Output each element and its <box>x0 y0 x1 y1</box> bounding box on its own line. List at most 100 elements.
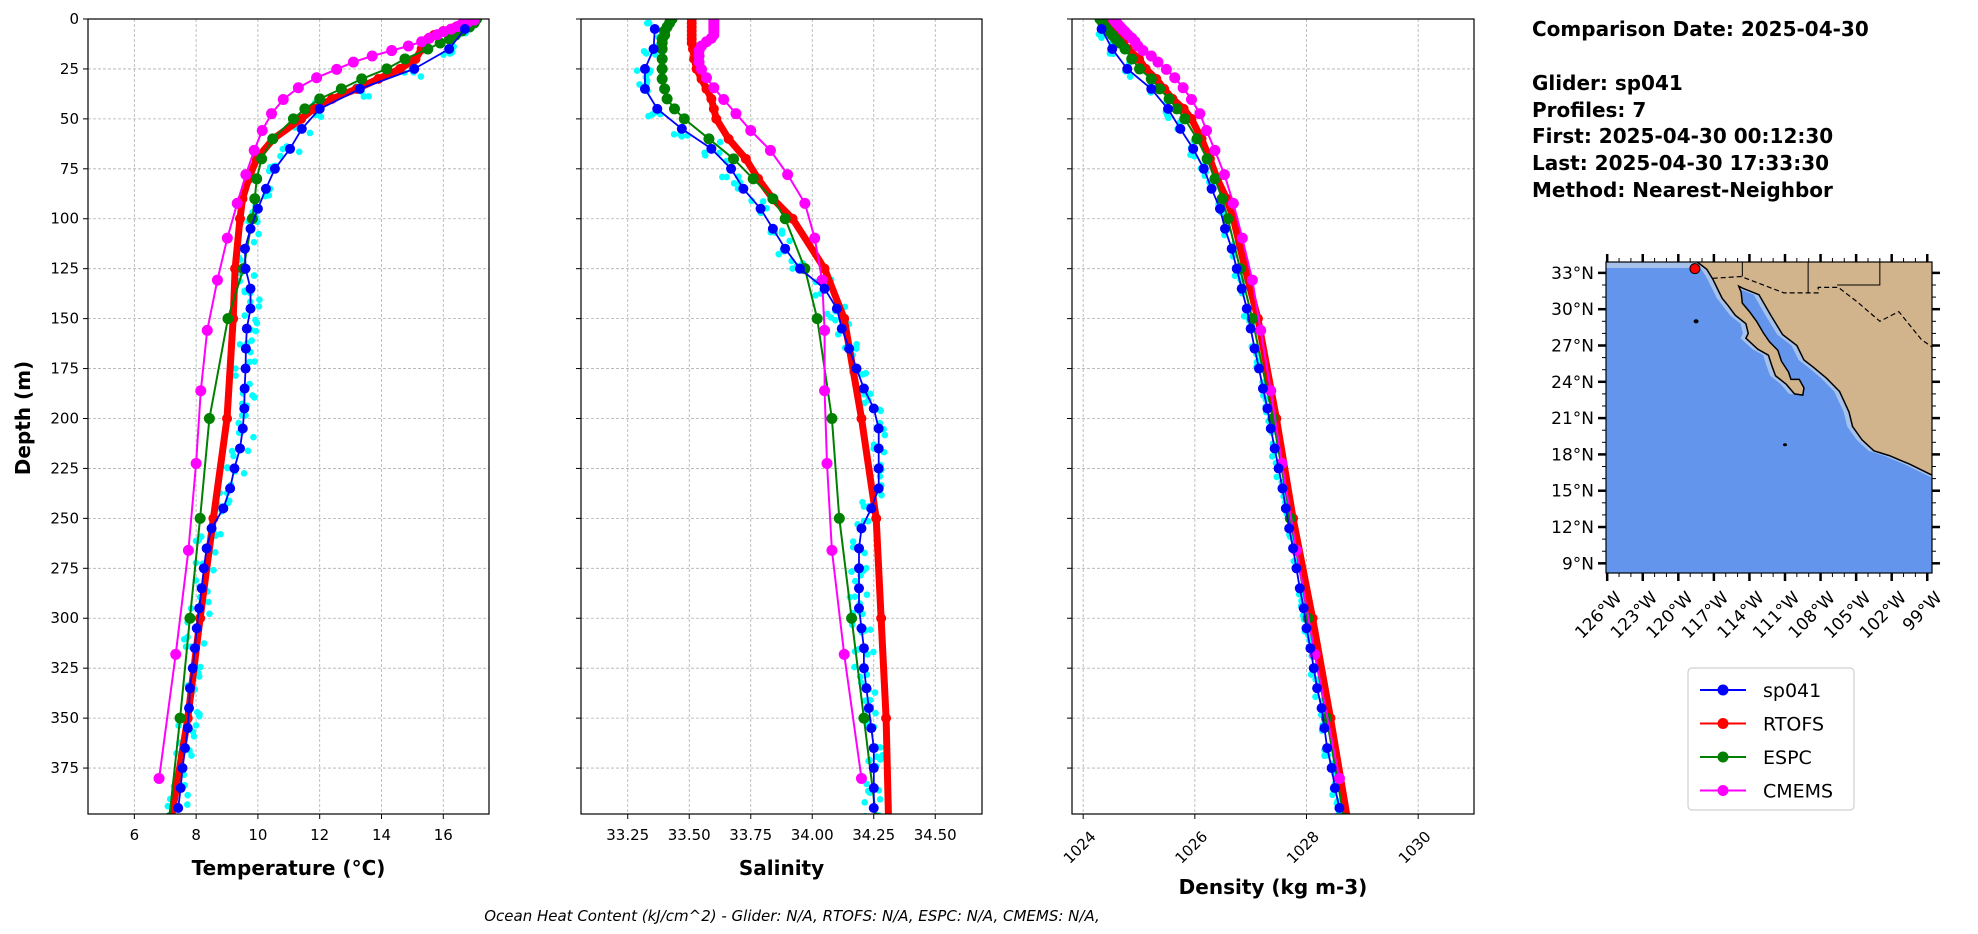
profile-point <box>853 345 860 352</box>
data-point-espc <box>703 133 715 145</box>
data-point-sp041 <box>1146 83 1157 94</box>
data-point-sp041 <box>726 163 737 174</box>
data-point-espc <box>811 313 823 325</box>
data-point-sp041 <box>229 463 240 474</box>
profile-point <box>867 626 874 634</box>
y-tick-label: 175 <box>50 360 79 378</box>
data-point-cmems <box>266 108 278 120</box>
data-point-sp041 <box>866 503 877 514</box>
legend-frame <box>1687 667 1855 811</box>
profile-point <box>251 272 258 279</box>
y-tick-label: 50 <box>60 110 79 128</box>
data-point-sp041 <box>269 163 280 174</box>
data-point-sp041 <box>755 203 766 214</box>
data-point-sp041 <box>858 383 869 394</box>
x-axis-label: Salinity <box>739 856 824 880</box>
profile-point <box>701 149 708 157</box>
data-point-espc <box>1201 153 1213 165</box>
data-point-espc <box>668 103 680 115</box>
data-point-cmems <box>816 274 828 286</box>
data-point-sp041 <box>1329 783 1340 794</box>
data-point-sp041 <box>1107 43 1118 54</box>
lat-label: 33°N <box>1551 264 1594 284</box>
data-point-rtofs <box>871 513 882 524</box>
data-point-sp041 <box>444 43 455 54</box>
data-point-espc <box>194 512 206 524</box>
data-point-sp041 <box>285 143 296 154</box>
profile-point <box>867 390 874 398</box>
info-text-block: Comparison Date: 2025-04-30 Glider: sp04… <box>1532 17 1869 202</box>
profile-panels: 6 8 10 12 14 16 0 25 50 75 100 125 150 175 200 225 250 27… <box>50 10 1475 899</box>
data-point-espc <box>314 93 326 105</box>
y-tick-label: 0 <box>69 10 79 28</box>
profile-point <box>190 732 198 740</box>
data-point-sp041 <box>240 343 251 354</box>
profile-point <box>1329 791 1336 799</box>
profile-point <box>225 497 233 505</box>
data-point-sp041 <box>245 283 256 294</box>
data-point-espc <box>659 83 671 95</box>
data-point-cmems <box>248 144 260 156</box>
profile-point <box>250 238 258 246</box>
data-point-espc <box>287 113 299 125</box>
data-point-cmems <box>221 232 233 244</box>
profile-point <box>232 372 239 379</box>
data-point-cmems <box>1265 385 1277 397</box>
data-point-espc <box>1222 213 1234 225</box>
plot-area <box>1094 19 1351 814</box>
data-point-sp041 <box>851 363 862 374</box>
data-point-cmems <box>256 124 268 136</box>
data-point-cmems <box>1177 82 1189 94</box>
data-point-rtofs <box>819 263 830 274</box>
data-point-sp041 <box>1257 383 1268 394</box>
data-point-sp041 <box>1245 323 1256 334</box>
data-point-sp041 <box>853 563 864 574</box>
data-point-rtofs <box>881 713 892 724</box>
series-line-sp041 <box>1100 28 1341 809</box>
legend-label: RTOFS <box>1763 714 1824 736</box>
data-point-espc <box>1216 193 1228 205</box>
profile-point <box>871 689 879 696</box>
data-point-cmems <box>277 93 289 105</box>
x-tick-label: 33.50 <box>668 826 711 844</box>
data-point-sp041 <box>863 703 874 714</box>
data-point-sp041 <box>1198 163 1209 174</box>
profile-point <box>184 791 191 799</box>
y-tick-label: 375 <box>50 759 79 777</box>
data-point-sp041 <box>856 523 867 534</box>
international-border <box>1712 275 1932 348</box>
data-point-sp041 <box>1163 103 1174 114</box>
data-point-cmems <box>292 82 304 94</box>
data-point-espc <box>728 153 740 165</box>
data-point-espc <box>381 63 393 75</box>
data-point-cmems <box>153 772 165 784</box>
data-point-espc <box>249 193 261 205</box>
series-cmems <box>693 19 867 784</box>
data-point-espc <box>1154 83 1166 95</box>
data-point-cmems <box>718 93 730 105</box>
panel-salinity: 33.25 33.50 33.75 34.00 34.25 34.50 Salinity <box>576 18 983 880</box>
data-point-sp041 <box>1254 363 1265 374</box>
data-point-sp041 <box>836 323 847 334</box>
data-point-cmems <box>366 50 378 62</box>
profile-point <box>876 795 884 803</box>
data-point-rtofs <box>234 213 245 224</box>
data-point-sp041 <box>853 583 864 594</box>
profile-point <box>877 756 884 763</box>
profile-point <box>642 50 650 57</box>
lat-label: 24°N <box>1551 373 1594 393</box>
data-point-rtofs <box>876 613 887 624</box>
y-tick-label: 350 <box>50 709 79 727</box>
data-point-sp041 <box>1301 623 1312 634</box>
data-point-espc <box>656 63 668 75</box>
data-point-sp041 <box>175 783 186 794</box>
data-point-sp041 <box>1334 803 1345 814</box>
data-point-sp041 <box>459 23 470 34</box>
legend-entry-cmems: CMEMS <box>1700 781 1833 803</box>
profile-point <box>206 610 213 618</box>
data-point-espc <box>356 73 368 85</box>
x-tick-label: 10 <box>248 826 267 844</box>
x-tick-label: 8 <box>191 826 201 844</box>
data-point-sp041 <box>1322 743 1333 754</box>
data-point-cmems <box>799 197 811 209</box>
